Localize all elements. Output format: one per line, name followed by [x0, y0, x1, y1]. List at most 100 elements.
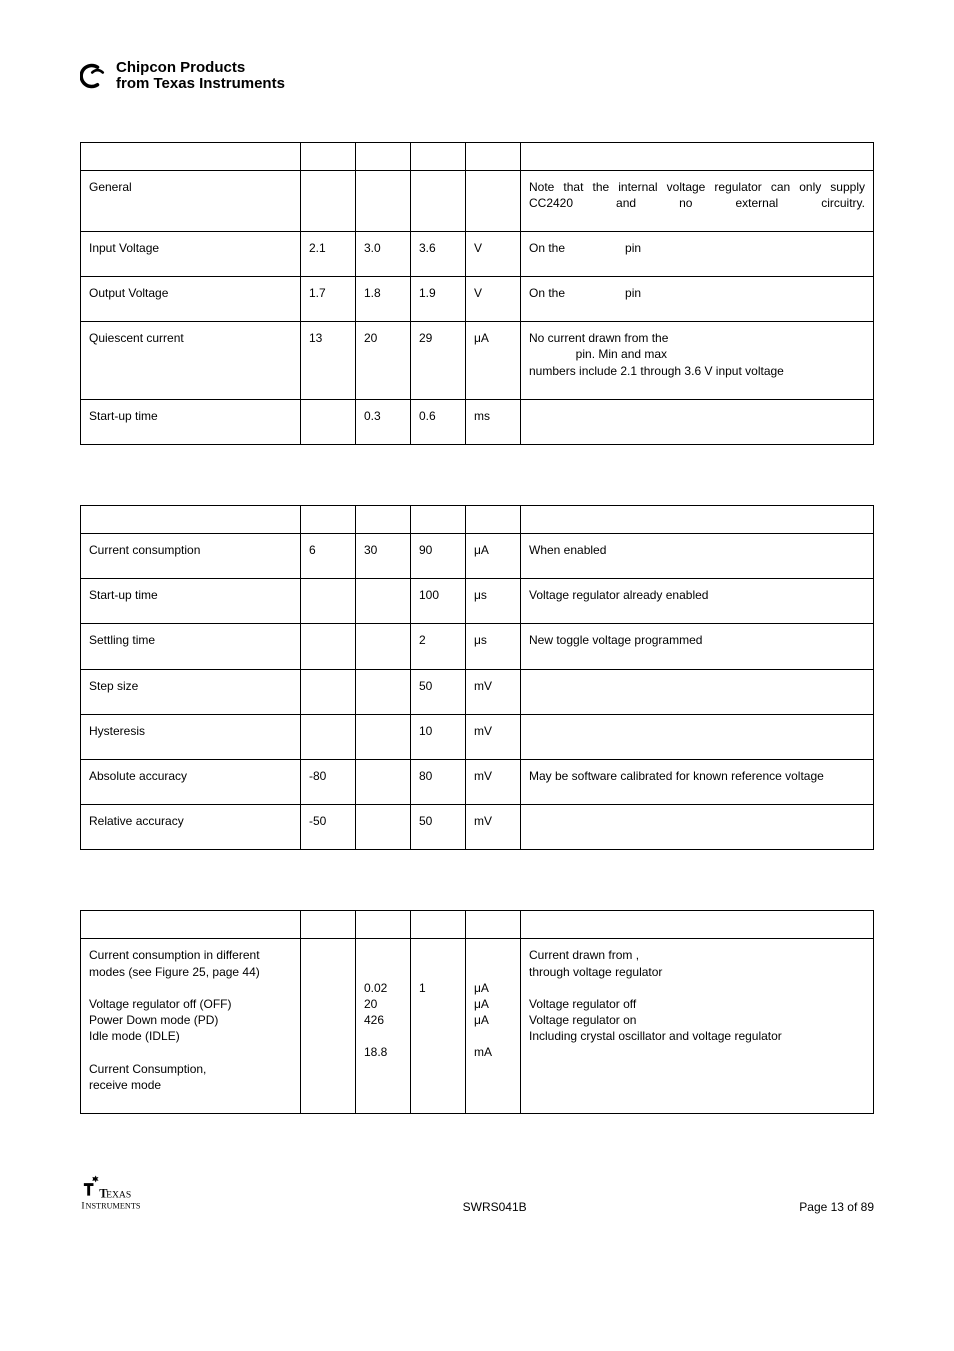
cell-min — [301, 714, 356, 759]
cell-min — [301, 170, 356, 231]
cell-max: 2 — [411, 624, 466, 669]
cell-param: General — [81, 170, 301, 231]
cell-param: Settling time — [81, 624, 301, 669]
col-unit — [466, 506, 521, 534]
cell-typ — [356, 805, 411, 850]
cell-unit: V — [466, 277, 521, 322]
col-min — [301, 911, 356, 939]
cell-param: Input Voltage — [81, 231, 301, 276]
header-text: Chipcon Products from Texas Instruments — [116, 60, 285, 92]
footer-doc-id: SWRS041B — [190, 1200, 799, 1214]
cell-param: Absolute accuracy — [81, 759, 301, 804]
table-row: Current consumption in different modes (… — [81, 939, 874, 1114]
cell-min — [301, 579, 356, 624]
cell-unit: mV — [466, 714, 521, 759]
col-unit — [466, 911, 521, 939]
cell-condition: No current drawn from the pin. Min and m… — [521, 322, 874, 400]
header-line2: from Texas Instruments — [116, 76, 285, 92]
table-row: Current consumption63090μAWhen enabled — [81, 534, 874, 579]
cell-min — [301, 624, 356, 669]
cell-typ: 0.0220426 18.8 — [356, 939, 411, 1114]
col-typ — [356, 911, 411, 939]
cell-cond — [521, 669, 874, 714]
col-max — [411, 911, 466, 939]
page-footer: T EXAS I NSTRUMENTS SWRS041B Page 13 of … — [80, 1174, 874, 1214]
table-row: Settling time 2μsNew toggle voltage progr… — [81, 624, 874, 669]
cell-max: 100 — [411, 579, 466, 624]
col-parameter — [81, 142, 301, 170]
cell-min: 6 — [301, 534, 356, 579]
battery-monitor-table: Current consumption63090μAWhen enabledSt… — [80, 505, 874, 850]
page: Chipcon Products from Texas Instruments … — [0, 0, 954, 1254]
cell-unit: mV — [466, 669, 521, 714]
cell-min: 2.1 — [301, 231, 356, 276]
cell-min — [301, 939, 356, 1114]
col-min — [301, 142, 356, 170]
cell-condition — [521, 399, 874, 444]
cell-min: 1.7 — [301, 277, 356, 322]
cell-unit: mV — [466, 805, 521, 850]
cell-typ: 30 — [356, 534, 411, 579]
footer-page-number: Page 13 of 89 — [799, 1200, 874, 1214]
col-max — [411, 142, 466, 170]
cell-cond — [521, 805, 874, 850]
cell-max: 1 — [411, 939, 466, 1114]
table-row: Quiescent current132029μANo current draw… — [81, 322, 874, 400]
col-max — [411, 506, 466, 534]
cell-typ — [356, 714, 411, 759]
cell-param: Start-up time — [81, 579, 301, 624]
cell-typ — [356, 759, 411, 804]
table-row: Hysteresis10mV — [81, 714, 874, 759]
col-parameter — [81, 911, 301, 939]
cell-param: Output Voltage — [81, 277, 301, 322]
chipcon-logo-icon — [80, 62, 108, 90]
cell-unit: μA — [466, 534, 521, 579]
header: Chipcon Products from Texas Instruments — [80, 60, 874, 92]
cell-condition: Note that the internal voltage regulator… — [521, 170, 874, 231]
cell-max: 29 — [411, 322, 466, 400]
cell-unit: ms — [466, 399, 521, 444]
col-condition — [521, 142, 874, 170]
cell-typ: 0.3 — [356, 399, 411, 444]
cell-max: 80 — [411, 759, 466, 804]
table-row: Step size50mV — [81, 669, 874, 714]
cell-unit: μAμAμA mA — [466, 939, 521, 1114]
cell-min: 13 — [301, 322, 356, 400]
cell-max: 3.6 — [411, 231, 466, 276]
cell-param: Current consumption — [81, 534, 301, 579]
cell-cond: New toggle voltage programmed — [521, 624, 874, 669]
cell-unit: μs — [466, 624, 521, 669]
cell-param: Relative accuracy — [81, 805, 301, 850]
cell-min: -50 — [301, 805, 356, 850]
cell-cond — [521, 714, 874, 759]
cell-typ — [356, 669, 411, 714]
col-typ — [356, 506, 411, 534]
cell-max: 50 — [411, 669, 466, 714]
cell-typ: 1.8 — [356, 277, 411, 322]
cell-cond: When enabled — [521, 534, 874, 579]
cell-unit: mV — [466, 759, 521, 804]
cell-typ — [356, 624, 411, 669]
col-condition — [521, 911, 874, 939]
cell-typ — [356, 170, 411, 231]
cell-typ: 3.0 — [356, 231, 411, 276]
cell-max: 10 — [411, 714, 466, 759]
cell-max: 1.9 — [411, 277, 466, 322]
table-row: Input Voltage2.13.03.6VOn thepin — [81, 231, 874, 276]
svg-text:I: I — [81, 1200, 84, 1211]
svg-text:EXAS: EXAS — [106, 1189, 131, 1200]
table-header-row — [81, 142, 874, 170]
table-row: Relative accuracy-50 50mV — [81, 805, 874, 850]
cell-max: 90 — [411, 534, 466, 579]
table-row: Output Voltage1.71.81.9VOn thepin — [81, 277, 874, 322]
cell-max — [411, 170, 466, 231]
current-consumption-table: Current consumption in different modes (… — [80, 910, 874, 1114]
cell-max: 50 — [411, 805, 466, 850]
cell-min — [301, 669, 356, 714]
cell-condition: On thepin — [521, 231, 874, 276]
col-min — [301, 506, 356, 534]
col-condition — [521, 506, 874, 534]
table-header-row — [81, 506, 874, 534]
cell-unit — [466, 170, 521, 231]
cell-parameter: Current consumption in different modes (… — [81, 939, 301, 1114]
